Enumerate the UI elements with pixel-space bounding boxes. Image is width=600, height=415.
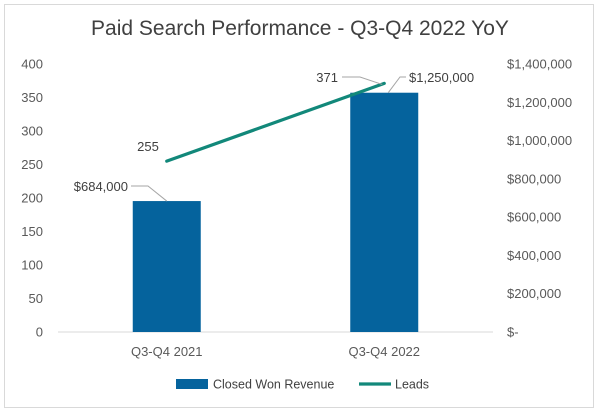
line-data-label: 255 [137,139,159,154]
right-axis-tick-label: $600,000 [507,210,561,225]
legend: Closed Won Revenue Leads [176,378,429,392]
line-series [165,81,386,163]
left-axis-tick-label: 200 [21,191,43,206]
legend-bar-label: Closed Won Revenue [213,378,334,392]
left-axis-tick-label: 250 [21,157,43,172]
right-axis-tick-label: $400,000 [507,248,561,263]
bar-data-label: $1,250,000 [409,70,474,85]
left-axis-tick-label: 0 [36,325,43,340]
legend-line-label: Leads [395,378,429,392]
leads-line [165,81,386,163]
x-axis-category-label: Q3-Q4 2021 [131,344,203,359]
right-axis-tick-label: $1,400,000 [507,57,572,72]
legend-bar-swatch [176,379,208,389]
line-data-label: 371 [316,70,338,85]
x-axis-category-label: Q3-Q4 2022 [348,344,420,359]
bar-series [132,92,419,332]
left-y-axis: 0 50 100 150 200 250 300 350 400 [21,57,43,340]
left-axis-tick-label: 150 [21,224,43,239]
right-y-axis: $- $200,000 $400,000 $600,000 $800,000 $1,000… [507,57,572,340]
bar-data-label: $684,000 [74,179,128,194]
bar [350,92,419,332]
right-axis-tick-label: $200,000 [507,286,561,301]
leader-line [131,185,168,202]
x-axis-categories: Q3-Q4 2021 Q3-Q4 2022 [131,344,420,359]
right-axis-tick-label: $1,200,000 [507,95,572,110]
chart-frame [4,4,594,408]
right-axis-tick-label: $- [507,325,519,340]
leader-line [387,76,406,94]
left-axis-tick-label: 400 [21,57,43,72]
data-labels: $684,000 $1,250,000 255 371 [74,70,474,202]
left-axis-tick-label: 300 [21,124,43,139]
chart-title: Paid Search Performance - Q3-Q4 2022 YoY [91,17,509,40]
leader-line [342,76,383,85]
left-axis-tick-label: 50 [29,291,43,306]
right-axis-tick-label: $800,000 [507,171,561,186]
left-axis-tick-label: 350 [21,90,43,105]
left-axis-tick-label: 100 [21,258,43,273]
bar [132,201,201,332]
right-axis-tick-label: $1,000,000 [507,133,572,148]
